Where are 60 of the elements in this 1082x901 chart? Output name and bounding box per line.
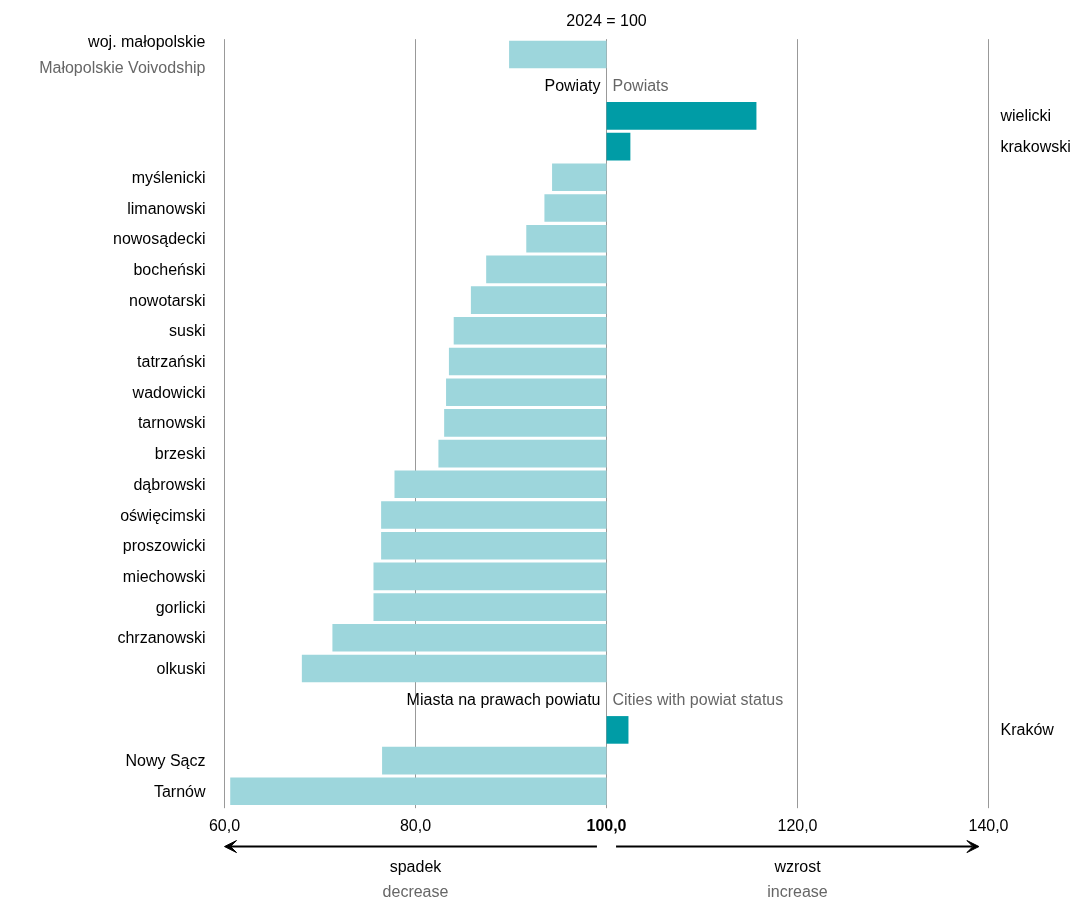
text: decrease [382, 882, 449, 900]
x-tick-label: 140,0 [968, 817, 1009, 835]
y-tick-label: suski [169, 322, 206, 340]
annotation: Cities with powiat status [612, 690, 784, 708]
y-tick-label: miechowski [122, 567, 206, 585]
bar [444, 409, 607, 437]
y-tick-label: Nowy Sącz [125, 752, 206, 770]
x-tick-label: 60,0 [208, 817, 241, 835]
y-tick-label: woj. małopolskie Małopolskie Voivodship [39, 33, 206, 76]
annotation: Powiats [612, 76, 669, 94]
bar [381, 501, 607, 529]
text: increase [767, 882, 828, 900]
text: spadek [389, 858, 443, 876]
y-tick-label: dąbrowski [133, 475, 206, 493]
bar [230, 777, 607, 806]
bar [606, 132, 631, 161]
bar [332, 623, 607, 652]
chart-subtitle: 2024 = 100 [566, 12, 647, 30]
annotation: Miasta na prawach powiatu [406, 690, 601, 708]
y-tick-label: nowosądecki [113, 230, 206, 248]
x-tick-label: 80,0 [399, 817, 432, 835]
text: wzrost [773, 858, 822, 876]
bar [486, 255, 607, 284]
y-tick-label: tarnowski [137, 414, 206, 432]
bar [382, 746, 607, 775]
x-tick-label: 120,0 [777, 817, 818, 835]
y-tick-label: nowotarski [129, 291, 206, 309]
y-tick-label: Tarnów [153, 782, 206, 800]
bar [446, 378, 607, 407]
bar [394, 470, 607, 499]
y-tick-label: olkuski [156, 660, 206, 677]
y-tick-label: oświęcimski [120, 506, 206, 524]
bar [301, 654, 607, 683]
x-tick-label: 100,0 [586, 817, 627, 835]
y-tick-label: brzeski [154, 445, 206, 463]
bar [453, 316, 607, 345]
bar [381, 531, 607, 560]
annotation: Powiaty [544, 76, 601, 94]
y-tick-label: myślenicki [131, 168, 206, 186]
bar [606, 102, 757, 130]
y-tick-label: gorlicki [155, 598, 206, 616]
y-tick-label: proszowicki [122, 537, 206, 555]
bar [470, 286, 607, 314]
y-tick-label: wadowicki [131, 383, 206, 401]
y-tick-label: limanowski [127, 199, 206, 217]
bar [373, 562, 607, 591]
y-tick-label: bocheński [133, 260, 206, 278]
bar [544, 194, 607, 222]
bar [373, 593, 607, 621]
y-tick-label: Kraków [1000, 721, 1055, 739]
y-tick-label: tatrzański [137, 353, 206, 370]
bar [438, 439, 607, 468]
bar [606, 716, 629, 744]
y-tick-label: krakowski [1000, 138, 1071, 156]
bar [509, 40, 607, 69]
bar [526, 224, 607, 253]
bar [448, 347, 607, 376]
y-tick-label: wielicki [999, 107, 1052, 125]
y-tick-label: chrzanowski [117, 629, 206, 647]
bar [552, 163, 607, 192]
